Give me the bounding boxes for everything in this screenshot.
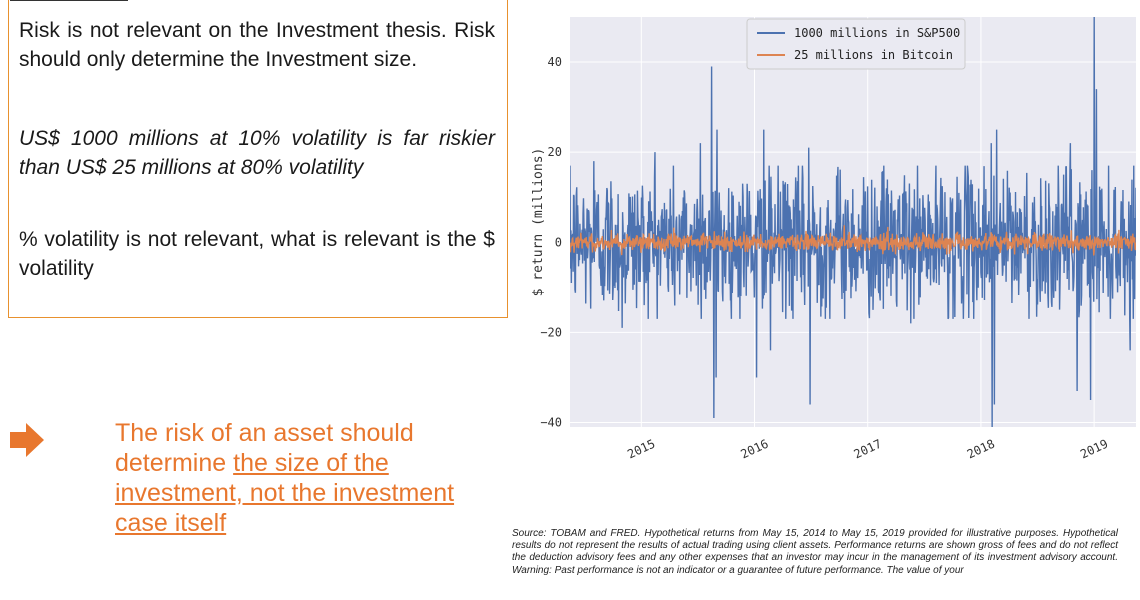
y-axis-label: $ return (millions) bbox=[531, 148, 546, 297]
x-tick-label: 2015 bbox=[625, 437, 657, 462]
conclusion-underlined: the size of the investment, not the inve… bbox=[115, 449, 455, 537]
returns-chart-svg: −40 −20 0 20 40 2015 2016 2017 2018 2019 $ return… bbox=[531, 17, 1136, 462]
y-tick-label: 0 bbox=[555, 235, 562, 249]
chart-legend: 1000 millions in S&P500 25 millions in B… bbox=[746, 18, 966, 70]
series-layer bbox=[570, 17, 1136, 427]
title-rule bbox=[10, 0, 128, 1]
volatility-example-text: US$ 1000 millions at 10% volatility is f… bbox=[19, 127, 495, 179]
conclusion-text: The risk of an asset should determine th… bbox=[115, 418, 495, 538]
x-tick-label: 2019 bbox=[1078, 437, 1110, 462]
source-disclaimer: Source: TOBAM and FRED. Hypothetical ret… bbox=[512, 528, 1118, 576]
conclusion-lead: The risk of an asset should determine bbox=[115, 419, 414, 477]
arrow-right-icon bbox=[10, 423, 44, 457]
y-tick-label: 40 bbox=[548, 55, 562, 69]
dollar-volatility-text: % volatility is not relevant, what is re… bbox=[19, 228, 495, 280]
legend-label-sp500: 1000 millions in S&P500 bbox=[794, 26, 960, 40]
y-tick-label: −40 bbox=[540, 415, 562, 429]
y-tick-label: −20 bbox=[540, 325, 562, 339]
x-tick-label: 2017 bbox=[852, 437, 884, 462]
x-tick-label: 2018 bbox=[965, 437, 997, 462]
key-message-box: Risk is not relevant on the Investment t… bbox=[8, 0, 508, 318]
y-tick-label: 20 bbox=[548, 145, 562, 159]
risk-thesis-text: Risk is not relevant on the Investment t… bbox=[19, 19, 495, 71]
legend-box bbox=[746, 18, 966, 70]
series-line-btc bbox=[570, 225, 1136, 256]
returns-chart: −40 −20 0 20 40 2015 2016 2017 2018 2019 $ return… bbox=[512, 0, 1140, 505]
series-line-sp500 bbox=[570, 17, 1136, 427]
x-tick-label: 2016 bbox=[738, 437, 770, 462]
legend-label-btc: 25 millions in Bitcoin bbox=[794, 48, 953, 62]
